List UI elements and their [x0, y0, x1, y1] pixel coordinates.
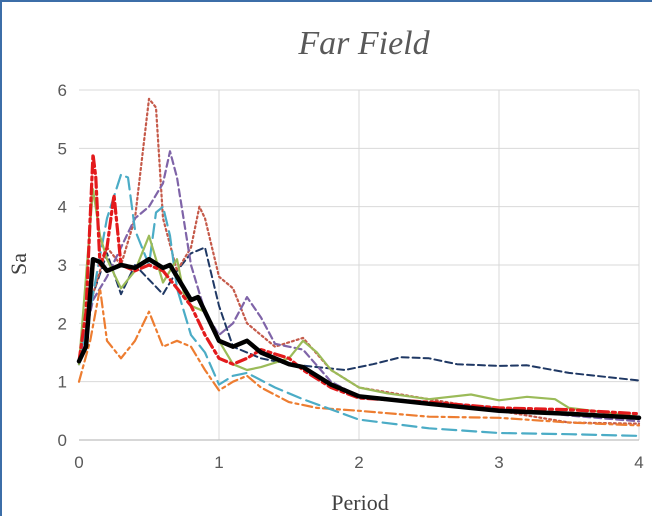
series-line-2	[78, 246, 640, 382]
y-tick-label: 2	[58, 314, 67, 333]
y-axis-label: Sa	[6, 253, 31, 275]
series-line-6	[77, 173, 641, 437]
y-tick-label: 4	[58, 198, 67, 217]
y-tick-label: 5	[58, 139, 67, 158]
x-tick-label: 3	[494, 453, 503, 472]
x-axis-label: Period	[331, 490, 388, 515]
x-tick-label: 2	[354, 453, 363, 472]
chart-title: Far Field	[297, 25, 430, 62]
x-tick-label: 1	[214, 453, 223, 472]
x-tick-label: 0	[74, 453, 83, 472]
series-line-1	[76, 256, 642, 421]
y-tick-label: 1	[58, 373, 67, 392]
x-tick-label: 4	[634, 453, 643, 472]
series-line-5	[77, 287, 641, 427]
tick-labels: 0 1 2 3 4 0 1 2 3 4 5 6	[58, 81, 644, 472]
y-tick-label: 0	[58, 431, 67, 450]
y-tick-label: 3	[58, 256, 67, 275]
series-group	[76, 97, 642, 437]
series-line-7	[77, 188, 641, 418]
y-tick-label: 6	[58, 81, 67, 100]
